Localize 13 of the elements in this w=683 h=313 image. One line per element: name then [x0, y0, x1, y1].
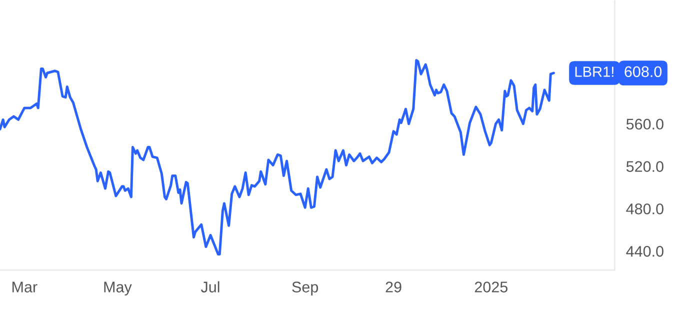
- x-tick-label: 29: [386, 282, 402, 292]
- x-tick-label: Jul: [200, 281, 220, 292]
- y-tick-label: 480.0: [626, 204, 664, 214]
- text: 608.0: [624, 66, 662, 78]
- y-tick-label: 440.0: [626, 246, 664, 257]
- legend-label: LBR1!: [575, 66, 614, 77]
- x-tick-label: Sep: [292, 282, 318, 296]
- y-tick-label: 560.0: [626, 118, 664, 130]
- x-tick-label: 2025: [474, 282, 508, 292]
- line-series: [0, 59, 555, 256]
- y-tick-label: 520.0: [626, 161, 664, 172]
- x-tick-label: May: [104, 282, 132, 296]
- x-tick-label: Mar: [12, 282, 38, 292]
